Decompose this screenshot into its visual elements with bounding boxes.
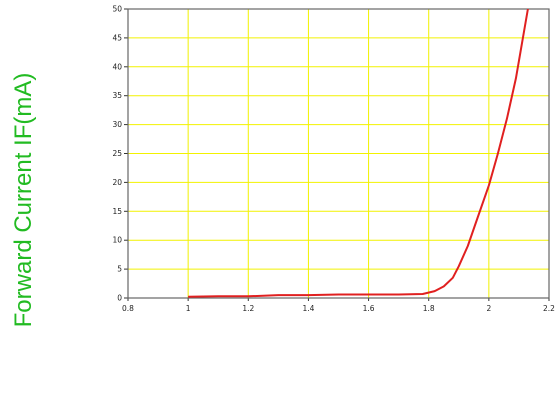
x-tick-label: 1 bbox=[186, 304, 191, 313]
y-tick-label: 15 bbox=[112, 207, 122, 216]
y-tick-label: 40 bbox=[112, 62, 122, 71]
x-tick-label: 1.8 bbox=[423, 304, 435, 313]
y-tick-label: 45 bbox=[112, 33, 122, 42]
y-tick-label: 5 bbox=[117, 265, 122, 274]
y-tick-label: 0 bbox=[117, 294, 122, 303]
y-tick-label: 25 bbox=[112, 149, 122, 158]
y-tick-label: 20 bbox=[112, 178, 122, 187]
plot-border bbox=[127, 8, 550, 299]
x-tick-label: 2 bbox=[486, 304, 491, 313]
x-tick-label: 2.2 bbox=[543, 304, 555, 313]
x-tick-label: 1.6 bbox=[363, 304, 375, 313]
y-tick-label: 35 bbox=[112, 91, 122, 100]
x-tick-label: 1.2 bbox=[242, 304, 254, 313]
y-tick-label: 50 bbox=[112, 5, 122, 14]
y-tick-label: 10 bbox=[112, 236, 122, 245]
x-tick-label: 1.4 bbox=[302, 304, 314, 313]
y-tick-label: 30 bbox=[112, 120, 122, 129]
x-tick-label: 0.8 bbox=[122, 304, 134, 313]
